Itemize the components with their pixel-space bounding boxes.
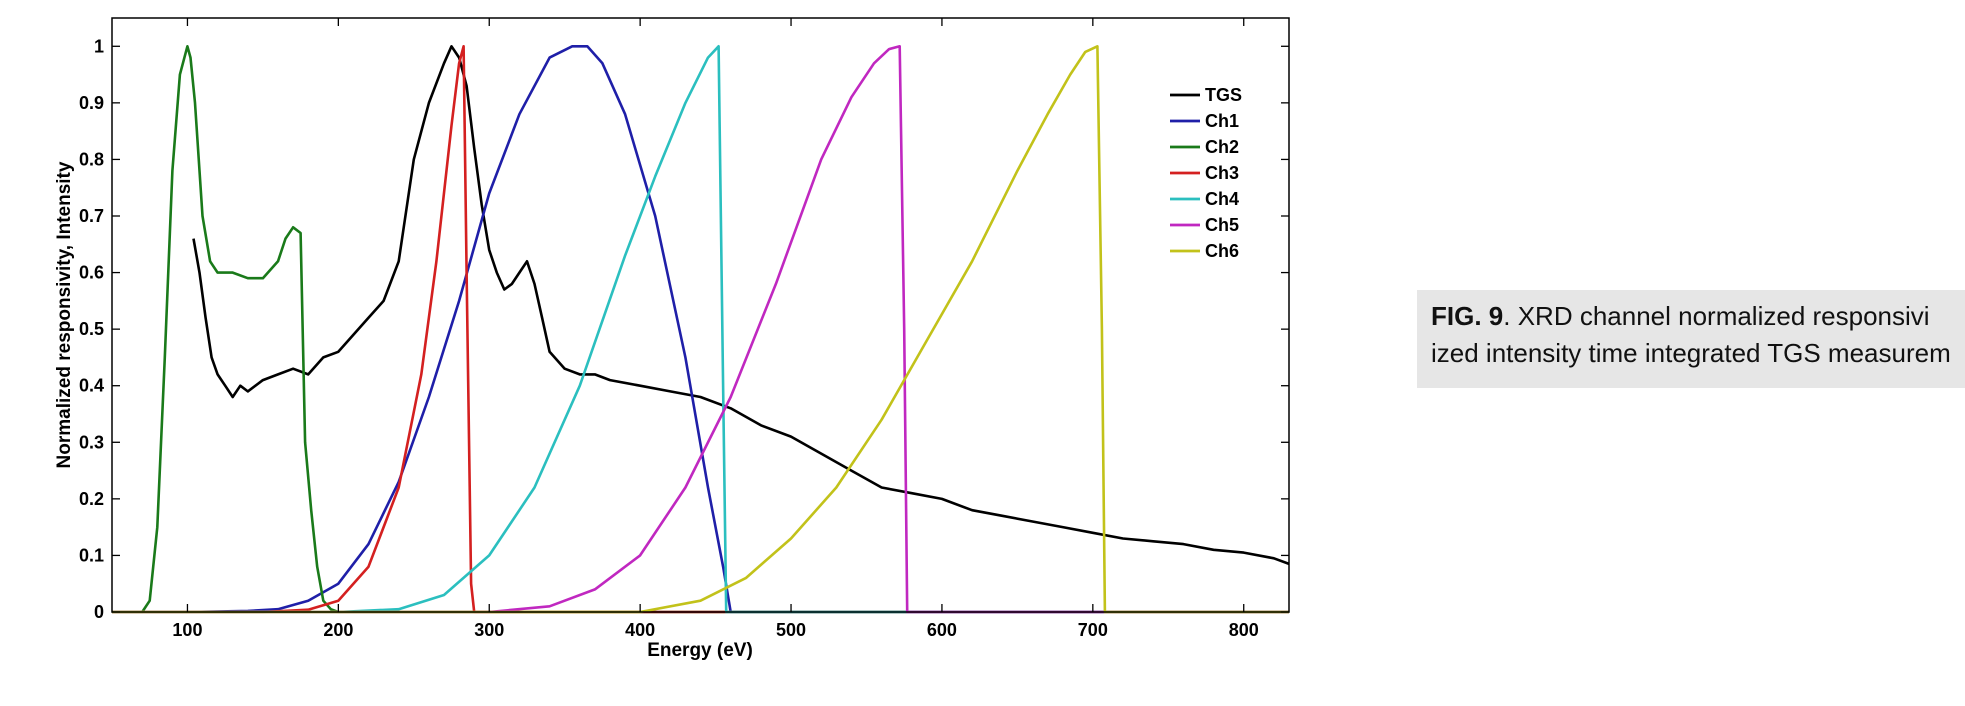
legend-label-ch2: Ch2 [1205,137,1239,157]
x-tick-label: 700 [1078,620,1108,640]
y-tick-label: 0.1 [79,545,104,565]
y-tick-label: 0.8 [79,149,104,169]
x-tick-label: 100 [172,620,202,640]
caption-text-1: . XRD channel normalized responsivi [1503,301,1930,331]
x-tick-label: 200 [323,620,353,640]
series-line-ch2 [112,44,1289,614]
series-line-ch5 [112,44,1289,614]
x-tick-label: 800 [1229,620,1259,640]
series-line-ch4 [112,44,1289,614]
x-tick-label: 500 [776,620,806,640]
x-tick-label: 600 [927,620,957,640]
x-tick-label: 400 [625,620,655,640]
y-tick-label: 0 [94,602,104,622]
x-axis-label: Energy (eV) [647,640,753,661]
legend: TGS Ch1 Ch2 Ch3 Ch4 Ch5 Ch6 [1170,85,1242,261]
y-tick-label: 0.4 [79,376,104,396]
series-line-ch6 [112,44,1289,614]
y-tick-label: 0.7 [79,206,104,226]
legend-label-ch6: Ch6 [1205,241,1239,261]
legend-label-ch5: Ch5 [1205,215,1239,235]
plot-background [112,18,1289,612]
y-tick-label: 0.6 [79,263,104,283]
legend-label-ch4: Ch4 [1205,189,1239,209]
y-tick-label: 0.2 [79,489,104,509]
plot-frame [111,17,1290,613]
caption-line-1: FIG. 9. XRD channel normalized responsiv… [1431,298,1965,335]
y-axis-label: Normalized responsivity, Intensity [54,161,75,468]
legend-label-ch1: Ch1 [1205,111,1239,131]
series-line-ch3 [112,44,1289,614]
series-line-tgs [192,44,1290,566]
y-tick-label: 0.9 [79,93,104,113]
axes-layer: 100 200 300 400 500 600 700 800 0 0.1 0.2 0.3 0.4 0.5… [79,18,1289,640]
y-tick-label: 1 [94,36,104,56]
y-tick-label: 0.3 [79,432,104,452]
figure-panel: 100 200 300 400 500 600 700 800 0 0.1 0.2 0.3 0.4 0.5… [54,17,1290,661]
x-tick-label: 300 [474,620,504,640]
series-line-ch1 [112,44,1289,614]
caption-label: FIG. 9 [1431,301,1504,331]
caption-line-2: ized intensity time integrated TGS measu… [1431,338,1951,368]
legend-label-tgs: TGS [1205,85,1242,105]
y-tick-label: 0.5 [79,319,104,339]
figure-caption: FIG. 9. XRD channel normalized responsiv… [1417,290,1965,388]
series-layer [112,44,1290,614]
legend-label-ch3: Ch3 [1205,163,1239,183]
chart: 100 200 300 400 500 600 700 800 0 0.1 0.2 0.3 0.4 0.5… [54,17,1290,661]
